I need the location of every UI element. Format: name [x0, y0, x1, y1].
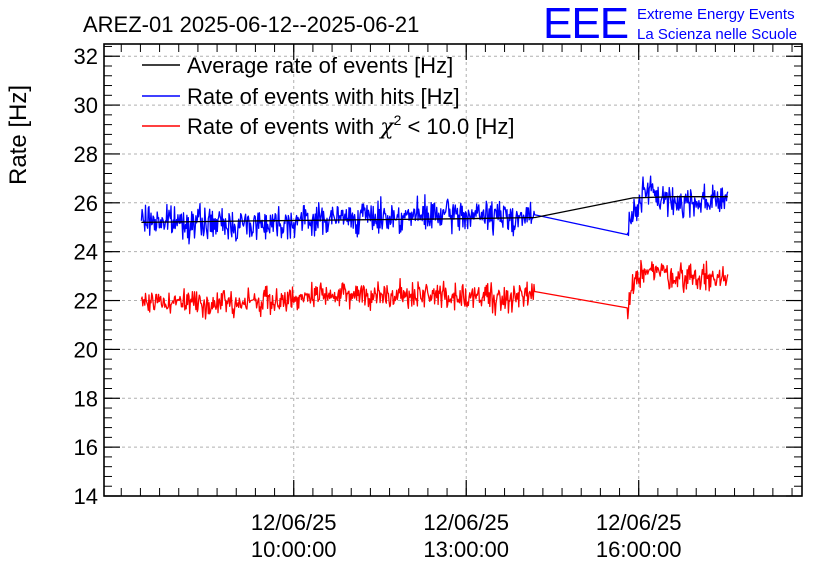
y-axis-label: Rate [Hz]	[5, 85, 32, 185]
x-tick-time: 13:00:00	[423, 537, 509, 562]
y-tick-labels: 14 16 18 20 22 24 26 28 30 32	[74, 44, 98, 509]
y-tick-label: 24	[74, 240, 98, 265]
x-tick-labels: 12/06/2510:00:0012/06/2513:00:0012/06/25…	[251, 510, 682, 562]
legend: Average rate of events [Hz] Rate of even…	[142, 53, 514, 140]
x-tick-time: 16:00:00	[596, 537, 682, 562]
y-tick-label: 14	[74, 484, 98, 509]
legend-chi2-suffix: < 10.0 [Hz]	[401, 114, 514, 139]
grid-lines	[104, 44, 802, 496]
eee-logo: EEE	[543, 0, 628, 48]
legend-chi-superscript: 2	[394, 112, 402, 128]
logo-line-1: Extreme Energy Events	[637, 6, 795, 23]
y-tick-label: 20	[74, 337, 98, 362]
legend-chi2-prefix: Rate of events with	[187, 114, 380, 139]
series-line-hits	[140, 175, 729, 245]
y-tick-label: 18	[74, 386, 98, 411]
y-tick-label: 28	[74, 142, 98, 167]
legend-chi-symbol: χ	[378, 115, 395, 140]
y-tick-label: 32	[74, 44, 98, 69]
legend-label-hits: Rate of events with hits [Hz]	[187, 84, 460, 109]
chart-title: AREZ-01 2025-06-12--2025-06-21	[83, 12, 419, 37]
legend-label-average: Average rate of events [Hz]	[187, 53, 453, 78]
y-tick-label: 16	[74, 435, 98, 460]
series-group	[140, 175, 729, 320]
legend-label-chi2: Rate of events with χ2 < 10.0 [Hz]	[187, 112, 514, 140]
x-tick-date: 12/06/25	[423, 510, 509, 535]
y-tick-label: 30	[74, 93, 98, 118]
series-line-chi2	[140, 259, 729, 320]
x-tick-date: 12/06/25	[596, 510, 682, 535]
x-tick-date: 12/06/25	[251, 510, 337, 535]
axis-ticks	[104, 44, 802, 497]
y-tick-label: 22	[74, 289, 98, 314]
y-tick-label: 26	[74, 191, 98, 216]
x-tick-time: 10:00:00	[251, 537, 337, 562]
plot-frame	[103, 43, 803, 497]
series-line-average	[141, 196, 728, 224]
logo-line-2: La Scienza nelle Scuole	[637, 26, 797, 43]
